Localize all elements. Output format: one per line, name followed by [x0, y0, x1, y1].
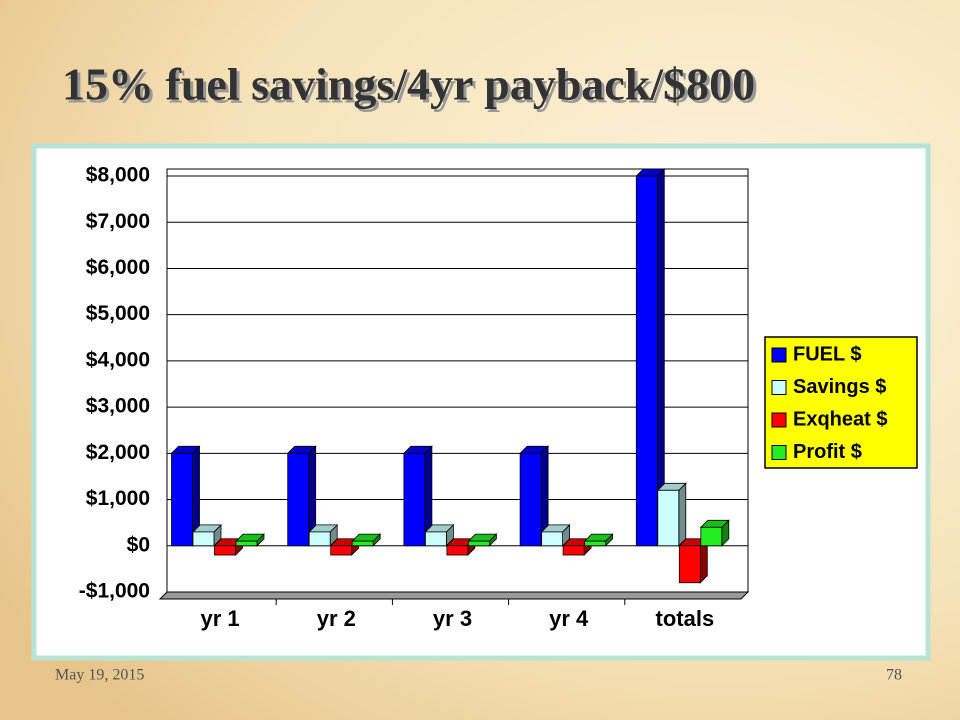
bar [424, 531, 447, 547]
y-tick-label: $8,000 [86, 164, 150, 187]
legend-label: Profit $ [793, 441, 862, 463]
y-tick-label: $5,000 [86, 302, 150, 325]
bar [403, 452, 426, 547]
legend-label: Savings $ [793, 376, 886, 398]
bar-side [678, 482, 687, 547]
page-number: 78 [886, 667, 902, 684]
legend-swatch [771, 347, 787, 363]
bar [700, 526, 723, 547]
y-tick-label: $7,000 [86, 210, 150, 233]
bar [635, 175, 658, 547]
bar [541, 531, 563, 547]
chart: -$1,000 $0 $1,000 $2,000 $3,000 $4,000 $5,000 $… [79, 164, 918, 631]
title-shadow: 15% fuel savings/4yr payback/$800 [65, 62, 758, 113]
bar [519, 452, 542, 547]
bar [330, 545, 353, 556]
x-tick-label: totals [656, 606, 715, 631]
footer-date: May 19, 2015 [55, 667, 144, 684]
chart-title: 15% fuel savings/4yr payback/$800 [62, 59, 755, 110]
x-tick-label: yr 2 [317, 606, 356, 631]
bar [584, 540, 606, 547]
legend-swatch [771, 380, 787, 395]
bar [446, 545, 469, 556]
floor [158, 591, 750, 600]
legend-label: Exqheat $ [793, 408, 887, 430]
bar [351, 540, 374, 547]
bar [287, 452, 310, 547]
y-tick-label: $3,000 [86, 395, 150, 418]
y-tick-label: $1,000 [86, 487, 150, 510]
y-tick-label: $2,000 [86, 441, 150, 464]
legend-label: FUEL $ [793, 343, 862, 365]
bar [467, 540, 490, 547]
bar [171, 452, 193, 547]
y-tick-label: -$1,000 [79, 580, 150, 603]
x-tick-label: yr 1 [201, 606, 240, 631]
bar [562, 545, 585, 556]
bar [308, 531, 331, 547]
bar [678, 545, 701, 584]
bar [657, 489, 680, 547]
x-tick-label: yr 3 [433, 606, 472, 631]
bar [192, 531, 215, 547]
y-tick-label: $0 [127, 533, 150, 556]
bar [235, 540, 258, 547]
legend-swatch [771, 412, 787, 428]
bar [214, 545, 236, 556]
y-tick-label: $6,000 [86, 256, 150, 279]
legend-box [764, 336, 918, 469]
y-tick-label: $4,000 [86, 348, 150, 371]
legend-swatch [771, 445, 787, 460]
x-tick-label: yr 4 [549, 606, 589, 631]
